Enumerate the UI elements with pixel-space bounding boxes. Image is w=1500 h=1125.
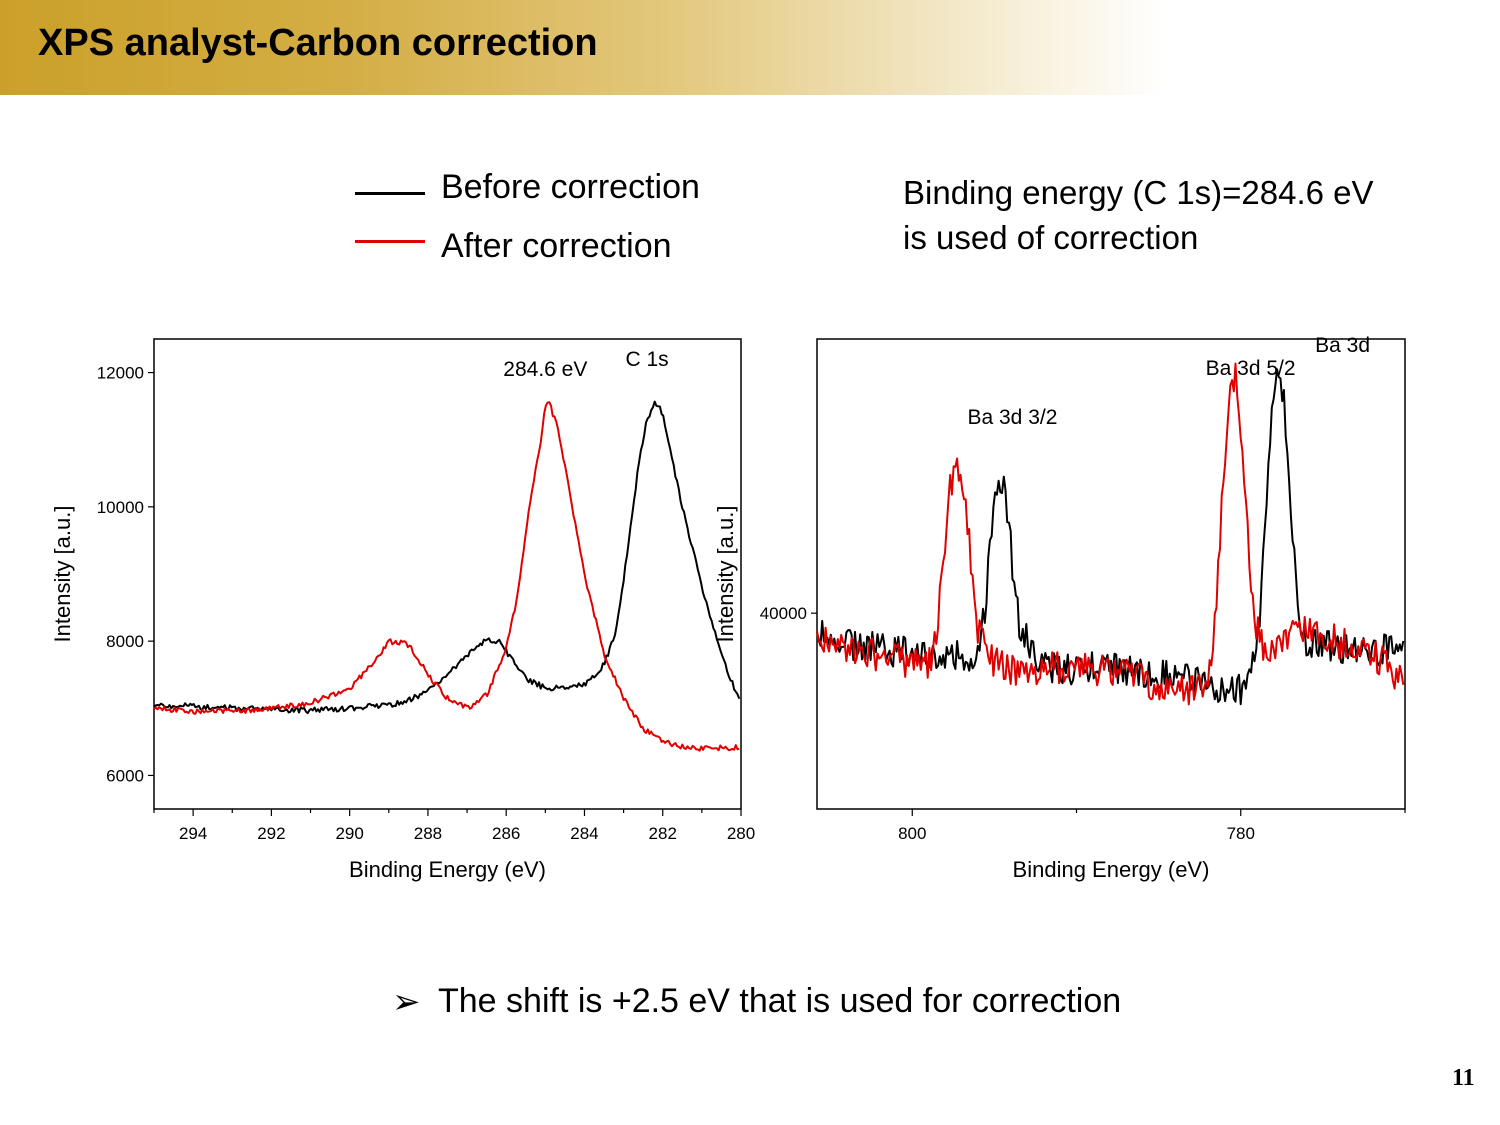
page-number: 11	[1452, 1065, 1475, 1091]
chart-annotation: Ba 3d 3/2	[967, 406, 1057, 429]
y-tick-label: 8000	[106, 632, 144, 651]
title-bar	[0, 0, 1165, 95]
c1s-chart: 294 292 290 288 286 284 282 280 6000 8000 10000 120…	[50, 338, 755, 882]
series-line-before	[153, 400, 741, 715]
x-tick-label: 280	[727, 824, 755, 843]
x-axis-label: Binding Energy (eV)	[1013, 857, 1210, 882]
x-tick-label: 288	[414, 824, 442, 843]
note-line-2: is used of correction	[903, 219, 1199, 256]
y-tick-label: 40000	[760, 604, 807, 623]
legend-label-before: Before correction	[441, 168, 700, 206]
plot-frame	[816, 338, 1406, 810]
x-tick-label: 290	[335, 824, 363, 843]
x-tick-label: 292	[257, 824, 285, 843]
series-line-after	[816, 362, 1405, 706]
bullet-text: The shift is +2.5 eV that is used for co…	[438, 982, 1122, 1020]
chart-annotation: Ba 3d	[1315, 334, 1370, 357]
slide-title: XPS analyst-Carbon correction	[38, 22, 598, 64]
x-tick-label: 284	[570, 824, 598, 843]
x-tick-label: 282	[649, 824, 677, 843]
x-tick-label: 780	[1227, 824, 1255, 843]
y-axis-label: Intensity [a.u.]	[713, 506, 738, 643]
chart-annotation: Ba 3d 5/2	[1206, 357, 1296, 380]
x-tick-label: 800	[898, 824, 926, 843]
y-tick-label: 6000	[106, 766, 144, 785]
y-tick-label: 10000	[97, 498, 144, 517]
x-tick-label: 294	[179, 824, 207, 843]
chart-annotation: 284.6 eV	[503, 358, 587, 381]
chart-annotation: C 1s	[625, 348, 668, 371]
x-axis-label: Binding Energy (eV)	[349, 857, 546, 882]
plot-frame	[153, 338, 742, 810]
series-line-before	[816, 368, 1405, 706]
y-axis-label: Intensity [a.u.]	[50, 506, 75, 643]
ba3d-chart: 800 780 40000 Binding Energy (eV) Intensity …	[713, 334, 1406, 882]
legend-line-before	[355, 192, 425, 195]
legend-label-after: After correction	[441, 227, 672, 265]
x-tick-label: 286	[492, 824, 520, 843]
series-line-after	[153, 401, 740, 752]
arrow-bullet-icon: ➢	[392, 983, 421, 1021]
y-tick-label: 12000	[97, 364, 144, 383]
legend-line-after	[355, 240, 425, 243]
note-line-1: Binding energy (C 1s)=284.6 eV	[903, 174, 1374, 211]
